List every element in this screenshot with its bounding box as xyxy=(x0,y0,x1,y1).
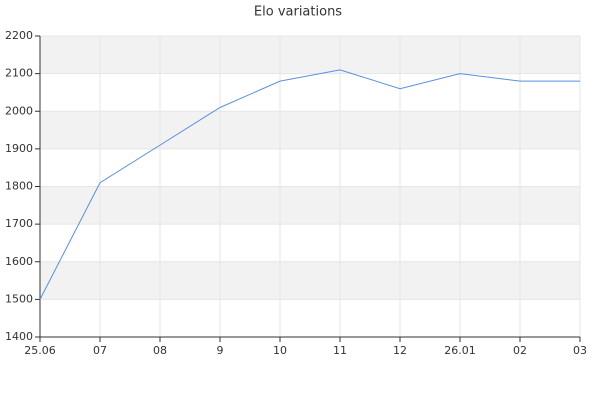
grid-band xyxy=(40,186,580,225)
x-tick-label: 03 xyxy=(573,344,587,357)
x-tick-label: 10 xyxy=(273,344,287,357)
y-tick-label: 1900 xyxy=(5,142,33,155)
y-tick-label: 2200 xyxy=(5,29,33,42)
x-tick-label: 02 xyxy=(513,344,527,357)
x-tick-label: 25.06 xyxy=(24,344,56,357)
grid-band xyxy=(40,261,580,300)
y-tick-label: 1800 xyxy=(5,180,33,193)
x-tick-label: 07 xyxy=(93,344,107,357)
y-tick-label: 1400 xyxy=(5,330,33,343)
y-tick-label: 2100 xyxy=(5,67,33,80)
y-tick-label: 1600 xyxy=(5,255,33,268)
y-tick-label: 1500 xyxy=(5,292,33,305)
grid-band xyxy=(40,111,580,149)
y-tick-label: 2000 xyxy=(5,104,33,117)
y-tick-label: 1700 xyxy=(5,217,33,230)
data-line xyxy=(39,69,580,300)
x-tick-label: 12 xyxy=(393,344,407,357)
grid-band xyxy=(40,36,580,74)
chart-title: Elo variations xyxy=(254,5,342,20)
x-tick-label: 9 xyxy=(217,344,224,357)
x-tick-label: 26.01 xyxy=(444,344,476,357)
x-tick-label: 11 xyxy=(333,344,347,357)
x-tick-label: 08 xyxy=(153,344,167,357)
